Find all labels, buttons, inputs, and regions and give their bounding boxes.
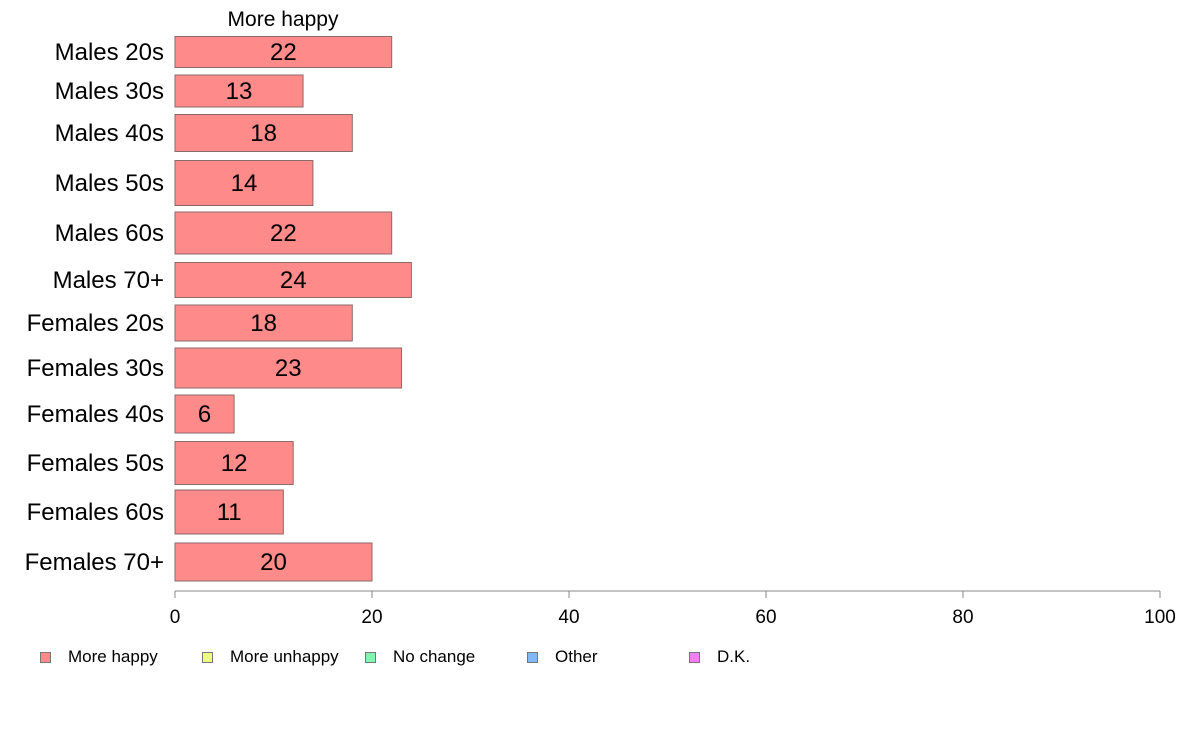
category-label: Males 70+ [53, 267, 164, 294]
x-tick-label: 60 [755, 607, 776, 628]
x-tick-label: 40 [558, 607, 579, 628]
bar [174, 262, 412, 298]
legend-swatch [527, 651, 538, 663]
bar-value-label: 6 [198, 401, 211, 428]
bar [174, 489, 284, 535]
bar-value-label: 11 [217, 499, 242, 526]
bar [174, 114, 353, 152]
x-axis: 0 20 40 60 80 100 [170, 590, 1176, 628]
category-label: Females 70+ [25, 549, 164, 576]
bar-value-label: 22 [270, 220, 297, 247]
legend-swatch [689, 651, 700, 663]
bar-value-label: 13 [226, 78, 253, 105]
x-tick-label: 20 [361, 607, 382, 628]
bar-value-label: 14 [231, 170, 258, 197]
bar [174, 394, 235, 434]
legend-label: No change [393, 647, 476, 666]
category-label: Females 30s [27, 355, 164, 382]
legend-item-more-unhappy: More unhappy [202, 646, 339, 668]
category-label: Females 50s [27, 450, 164, 477]
bar [174, 36, 393, 68]
legend-swatch [365, 651, 376, 663]
category-label: Males 40s [55, 120, 164, 147]
bar [174, 211, 393, 255]
legend-item-other: Other [527, 646, 598, 668]
legend-label: More happy [68, 647, 158, 666]
category-label: Females 40s [27, 401, 164, 428]
chart-title: More happy [228, 8, 339, 31]
legend-swatch [202, 651, 213, 663]
category-label: Males 30s [55, 78, 164, 105]
x-tick-label: 0 [170, 607, 181, 628]
category-label: Females 60s [27, 499, 164, 526]
category-label: Males 60s [55, 220, 164, 247]
bar [174, 347, 403, 389]
category-label: Females 20s [27, 310, 164, 337]
bar-value-label: 18 [250, 120, 277, 147]
x-tick-label: 100 [1144, 607, 1176, 628]
bar [174, 542, 373, 582]
bar-value-label: 22 [270, 39, 297, 66]
legend-item-dk: D.K. [689, 646, 750, 668]
category-label: Males 20s [55, 39, 164, 66]
bar [174, 74, 304, 108]
legend-label: Other [555, 647, 598, 666]
legend-label: More unhappy [230, 647, 339, 666]
legend-swatch [40, 651, 51, 663]
legend-label: D.K. [717, 647, 751, 666]
legend: More happy More unhappy No change Other … [0, 646, 1188, 668]
bar-value-label: 12 [221, 450, 248, 477]
bar-value-label: 20 [260, 549, 287, 576]
bar [174, 441, 294, 485]
bar-value-label: 24 [280, 267, 307, 294]
bar [174, 304, 353, 342]
bar-value-label: 23 [275, 355, 302, 382]
bar [174, 160, 314, 206]
legend-item-no-change: No change [365, 646, 475, 668]
bar-value-label: 18 [250, 310, 277, 337]
category-labels: Males 20s Males 30s Males 40s Males 50s Male… [25, 39, 164, 576]
legend-item-more-happy: More happy [40, 646, 158, 668]
x-tick-label: 80 [952, 607, 973, 628]
category-label: Males 50s [55, 170, 164, 197]
